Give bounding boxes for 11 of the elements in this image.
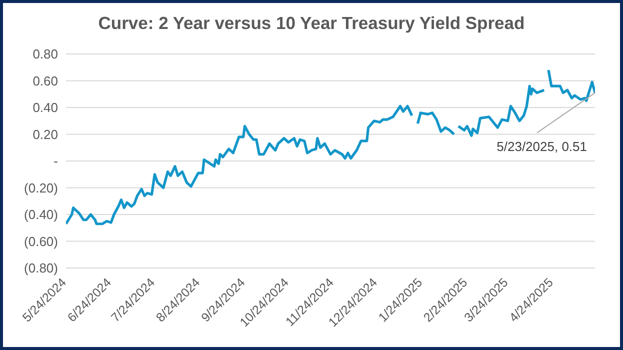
y-tick-label: 0.20 <box>32 126 58 142</box>
y-tick-label: 0.60 <box>32 73 58 88</box>
y-tick-label: 0.80 <box>32 46 58 62</box>
y-tick-label: 0.40 <box>32 100 58 116</box>
y-tick-label: (0.20) <box>24 180 58 196</box>
chart-title: Curve: 2 Year versus 10 Year Treasury Yield Spread <box>97 13 526 34</box>
y-tick-label: (0.60) <box>24 234 58 249</box>
y-tick-label: (0.40) <box>24 207 58 222</box>
y-tick-label: - <box>54 154 58 169</box>
annotation: 5/23/2025, 0.51 <box>496 138 587 154</box>
y-tick-label: (0.80) <box>24 260 58 276</box>
